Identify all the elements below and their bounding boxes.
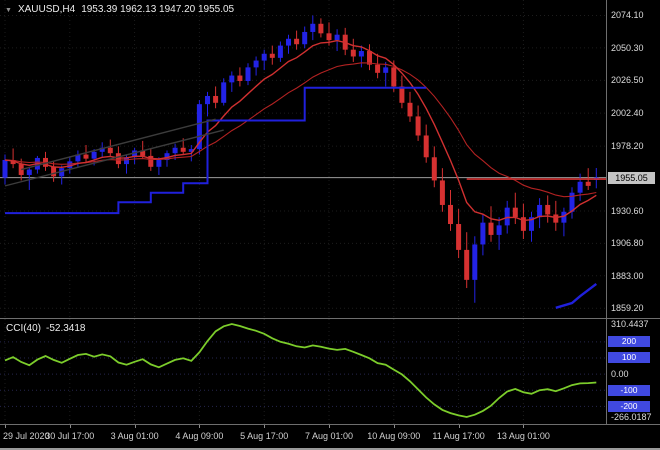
time-axis[interactable]: 29 Jul 2020 30 Jul 17:00 3 Aug 01:00 4 Aug … bbox=[0, 425, 660, 448]
indicator-label: CCI(40) -52.3418 bbox=[6, 323, 91, 334]
cci-plot[interactable] bbox=[0, 319, 606, 424]
window-edge bbox=[0, 448, 660, 450]
time-tick bbox=[134, 425, 136, 428]
cci-axis-label: 0.00 bbox=[611, 369, 629, 380]
trendline-1[interactable] bbox=[21, 118, 216, 171]
time-tick bbox=[329, 425, 330, 428]
time-tick bbox=[264, 425, 266, 428]
symbol-timeframe-label: XAUUSD,H4 bbox=[17, 4, 76, 15]
ohlc-values: 1953.39 1962.13 1947.20 1955.05 bbox=[81, 4, 235, 15]
time-axis-label: 29 Jul 2020 bbox=[3, 431, 50, 441]
price-axis-label: 1859.20 bbox=[611, 303, 644, 314]
time-axis-label: 5 Aug 17:00 bbox=[240, 431, 289, 441]
cci-axis-label: -266.0187 bbox=[611, 412, 652, 422]
chart-marker-icon: ▼ bbox=[5, 7, 12, 14]
cci-level-badge: -100 bbox=[608, 384, 650, 396]
cci-axis-label: 310.4437 bbox=[611, 319, 649, 329]
time-axis-label: 4 Aug 09:00 bbox=[175, 431, 224, 441]
candles bbox=[2, 15, 599, 303]
time-tick bbox=[199, 425, 201, 428]
time-axis-label: 10 Aug 09:00 bbox=[367, 431, 421, 441]
ma-fast-line bbox=[4, 39, 597, 222]
price-plot[interactable] bbox=[0, 0, 606, 318]
time-axis-label: 30 Jul 17:00 bbox=[45, 431, 95, 441]
cci-level-badge: -200 bbox=[608, 400, 650, 412]
cci-grid bbox=[0, 319, 606, 424]
time-tick bbox=[523, 425, 525, 428]
current-price-badge: 1955.05 bbox=[608, 171, 655, 184]
price-axis-label: 1906.80 bbox=[611, 238, 644, 249]
cci-name: CCI(40) bbox=[6, 323, 42, 334]
price-axis-label: 2002.40 bbox=[611, 108, 644, 119]
price-chart-pane[interactable] bbox=[0, 0, 660, 318]
price-axis-label: 2026.50 bbox=[611, 75, 644, 86]
price-axis-label: 1930.60 bbox=[611, 205, 644, 216]
support-step-tail bbox=[555, 282, 598, 309]
time-axis-label: 11 Aug 17:00 bbox=[432, 431, 485, 441]
axis-separator bbox=[606, 0, 607, 424]
pane-separator[interactable] bbox=[0, 318, 660, 319]
price-axis-label: 1978.20 bbox=[611, 141, 644, 152]
time-axis-label: 13 Aug 01:00 bbox=[496, 431, 550, 441]
price-axis-label: 2050.30 bbox=[611, 42, 644, 53]
time-tick bbox=[69, 425, 71, 428]
time-tick bbox=[458, 425, 460, 428]
cci-level-badge: 100 bbox=[608, 352, 650, 364]
time-axis-label: 7 Aug 01:00 bbox=[304, 431, 354, 441]
trendline-0[interactable] bbox=[4, 129, 224, 187]
time-tick bbox=[5, 425, 6, 428]
price-axis-label: 2074.10 bbox=[611, 10, 644, 21]
cci-level-badge: 200 bbox=[608, 336, 650, 348]
ma-slow-line bbox=[4, 62, 597, 198]
time-tick bbox=[393, 425, 395, 428]
price-axis-label: 1883.00 bbox=[611, 270, 644, 281]
price-grid bbox=[0, 0, 606, 318]
time-axis-label: 3 Aug 01:00 bbox=[110, 431, 159, 441]
cci-indicator-pane[interactable] bbox=[0, 319, 660, 424]
cci-line bbox=[4, 323, 597, 418]
cci-current-value: -52.3418 bbox=[46, 323, 86, 334]
chart-legend: ▼ XAUUSD,H4 1953.39 1962.13 1947.20 1955… bbox=[5, 4, 234, 15]
pane-separator-2[interactable] bbox=[0, 424, 660, 425]
support-step-line bbox=[5, 86, 427, 215]
